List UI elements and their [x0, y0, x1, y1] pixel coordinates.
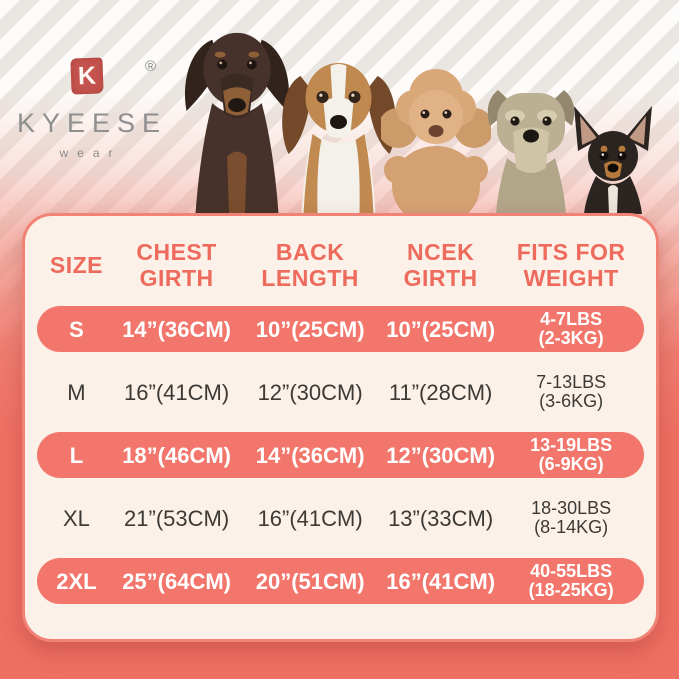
- size-value: XL: [62, 505, 90, 531]
- weight-kg: (6-9KG): [538, 454, 604, 474]
- dog-poodle-photo: [381, 69, 491, 214]
- size-row-l: L 18”(46CM) 14”(36CM) 12”(30CM) 13-19LBS…: [37, 432, 644, 478]
- back-length-value: 12”(30CM): [257, 379, 363, 405]
- neck-girth-value: 10”(25CM): [386, 316, 496, 342]
- column-header-neck-girth: NCEK GIRTH: [383, 238, 498, 292]
- weight-kg: (2-3KG): [538, 328, 604, 348]
- size-chart-card: SIZE CHEST GIRTH BACK LENGTH NCEK GIRTH …: [22, 213, 659, 642]
- column-header-chest-girth: CHEST GIRTH: [116, 238, 237, 292]
- header-line: SIZE: [49, 252, 104, 278]
- header-line: CHEST: [136, 239, 217, 265]
- brand-logo: K ® KYEESE wear: [12, 57, 168, 160]
- weight-value: 7-13LBS (3-6KG): [498, 373, 644, 411]
- column-header-back-length: BACK LENGTH: [237, 238, 383, 292]
- weight-lbs: 40-55LBS: [530, 561, 613, 581]
- size-chart-header-row: SIZE CHEST GIRTH BACK LENGTH NCEK GIRTH …: [37, 238, 644, 292]
- back-length-value: 10”(25CM): [255, 316, 365, 342]
- header-line: NCEK: [407, 239, 475, 265]
- weight-lbs: 7-13LBS: [536, 372, 607, 392]
- chest-girth-value: 21”(53CM): [124, 505, 230, 531]
- chest-girth-value: 16”(41CM): [124, 379, 230, 405]
- back-length-value: 20”(51CM): [255, 568, 365, 594]
- brand-tagline: wear: [59, 146, 122, 160]
- neck-girth-value: 16”(41CM): [386, 568, 496, 594]
- neck-girth-value: 13”(33CM): [388, 505, 494, 531]
- header-line: GIRTH: [403, 265, 478, 291]
- size-row-xl: XL 21”(53CM) 16”(41CM) 13”(33CM) 18-30LB…: [37, 495, 644, 541]
- column-header-size: SIZE: [37, 238, 116, 292]
- chest-girth-value: 18”(46CM): [122, 442, 231, 468]
- header-line: GIRTH: [139, 265, 214, 291]
- weight-lbs: 4-7LBS: [540, 309, 603, 329]
- weight-value: 40-55LBS (18-25KG): [498, 562, 644, 600]
- neck-girth-value: 12”(30CM): [386, 442, 496, 468]
- chest-girth-value: 25”(64CM): [122, 568, 231, 594]
- weight-lbs: 18-30LBS: [531, 498, 612, 518]
- size-value: M: [67, 379, 86, 405]
- header-line: LENGTH: [261, 265, 359, 291]
- header-line: FITS FOR: [516, 239, 626, 265]
- registered-trademark-symbol: ®: [144, 58, 156, 75]
- dog-doberman-photo: [184, 32, 290, 214]
- brand-name: KYEESE: [17, 108, 168, 138]
- header-line: BACK: [275, 239, 345, 265]
- dog-schnauzer-photo: [487, 90, 575, 214]
- weight-kg: (18-25KG): [528, 580, 614, 600]
- neck-girth-value: 11”(28CM): [388, 379, 493, 405]
- chest-girth-value: 14”(36CM): [122, 316, 231, 342]
- weight-lbs: 13-19LBS: [530, 435, 613, 455]
- weight-value: 13-19LBS (6-9KG): [498, 436, 644, 474]
- size-row-2xl: 2XL 25”(64CM) 20”(51CM) 16”(41CM) 40-55L…: [37, 558, 644, 604]
- weight-value: 4-7LBS (2-3KG): [498, 310, 644, 348]
- dog-chihuahua-photo: [574, 106, 652, 214]
- size-row-s: S 14”(36CM) 10”(25CM) 10”(25CM) 4-7LBS (…: [37, 306, 644, 352]
- header-line: WEIGHT: [523, 265, 619, 291]
- logo-k-square-icon: K: [70, 57, 104, 95]
- weight-kg: (8-14KG): [534, 517, 609, 537]
- size-chart-body: S 14”(36CM) 10”(25CM) 10”(25CM) 4-7LBS (…: [37, 306, 644, 604]
- back-length-value: 16”(41CM): [257, 505, 363, 531]
- size-value: L: [69, 442, 84, 468]
- size-value: 2XL: [56, 568, 97, 594]
- logo-mark-row: K ®: [12, 57, 162, 100]
- weight-value: 18-30LBS (8-14KG): [498, 499, 644, 537]
- back-length-value: 14”(36CM): [255, 442, 365, 468]
- weight-kg: (3-6KG): [539, 391, 604, 411]
- size-value: S: [69, 316, 84, 342]
- dog-beagle-photo: [282, 63, 396, 214]
- size-row-m: M 16”(41CM) 12”(30CM) 11”(28CM) 7-13LBS …: [37, 369, 644, 415]
- column-header-fits-for-weight: FITS FOR WEIGHT: [498, 238, 644, 292]
